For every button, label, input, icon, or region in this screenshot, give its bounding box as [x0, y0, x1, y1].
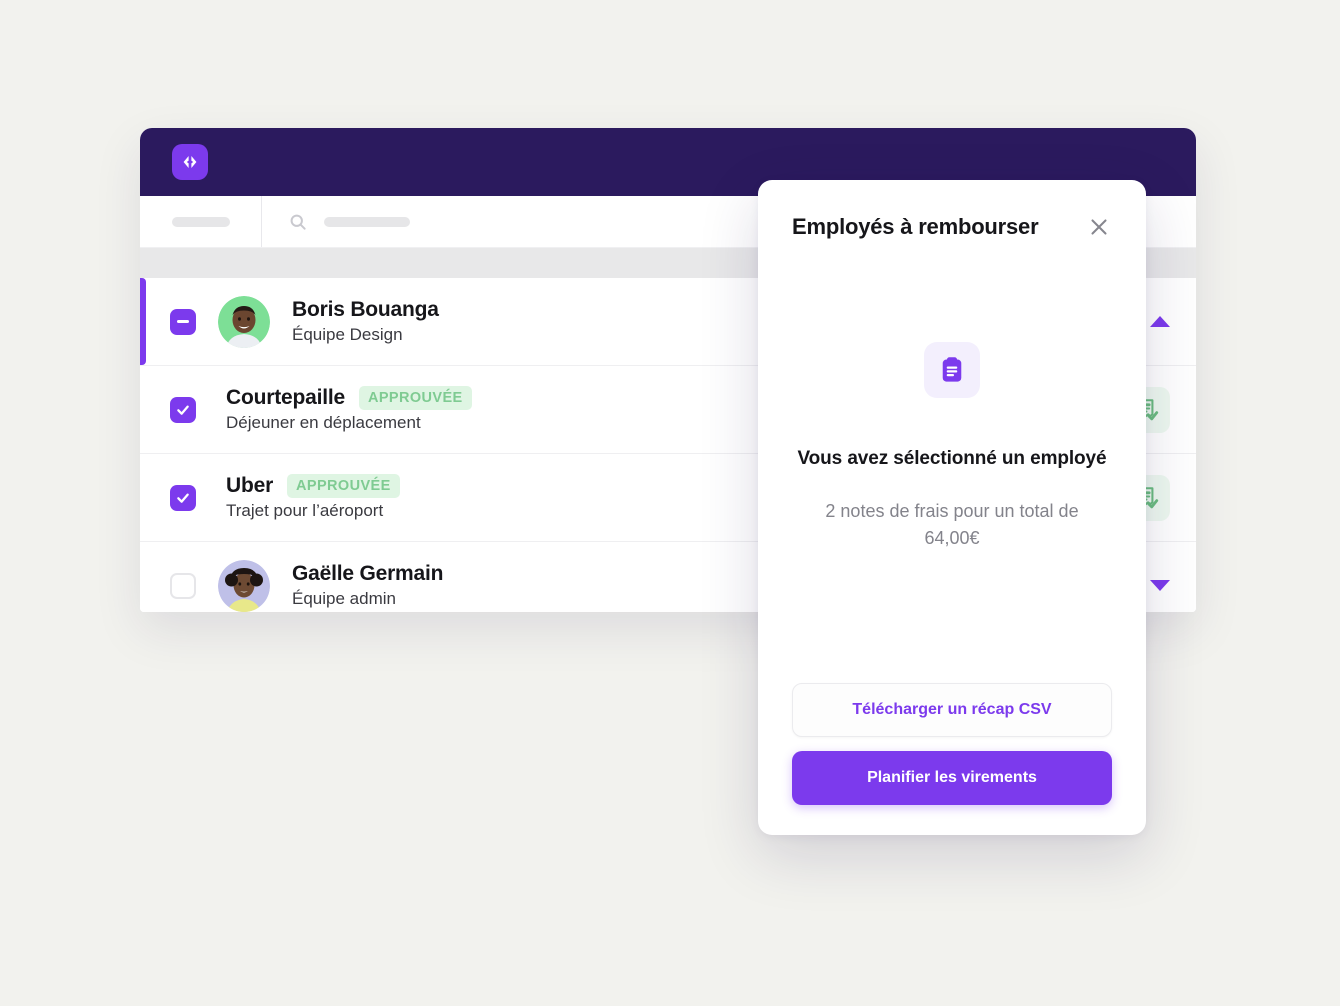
- empty-state-title: Vous avez sélectionné un employé: [797, 447, 1107, 469]
- reimbursement-panel: Employés à rembourser Vous avez sélectio…: [758, 180, 1146, 835]
- page-title: Employés à rembourser: [792, 214, 1039, 239]
- row-checkbox-gaelle[interactable]: [170, 572, 196, 599]
- avatar-boris: [218, 295, 270, 348]
- empty-state-description: 2 notes de frais pour un total de 64,00€: [825, 500, 1079, 548]
- employee-identity-gaelle: Gaëlle Germain Équipe admin: [292, 562, 443, 609]
- expense-identity-uber: Uber APPROUVÉE Trajet pour l’aéroport: [226, 474, 400, 521]
- expense-description: Déjeuner en déplacement: [226, 413, 421, 432]
- search-icon: [288, 212, 308, 232]
- row-checkbox-uber[interactable]: [170, 484, 196, 511]
- expense-merchant: Courtepaille: [226, 386, 345, 409]
- employee-name: Gaëlle Germain: [292, 562, 444, 585]
- triangle-down-icon[interactable]: [1150, 580, 1170, 591]
- employee-team: Équipe Design: [292, 325, 403, 344]
- row-checkbox-boris[interactable]: [170, 308, 196, 335]
- toolbar-placeholder-bar: [171, 216, 230, 227]
- avatar-gaelle: [218, 559, 270, 612]
- panel-empty-state: Vous avez sélectionné un employé 2 notes…: [792, 240, 1112, 683]
- expense-merchant: Uber: [226, 474, 274, 497]
- close-icon[interactable]: [1086, 214, 1112, 240]
- employee-team: Équipe admin: [292, 589, 396, 608]
- panel-header: Employés à rembourser: [792, 180, 1112, 240]
- expense-description: Trajet pour l’aéroport: [226, 501, 384, 520]
- clipboard-icon: [924, 341, 980, 398]
- employee-name: Boris Bouanga: [292, 298, 439, 321]
- status-badge: APPROUVÉE: [358, 386, 472, 410]
- schedule-transfers-button[interactable]: Planifier les virements: [792, 751, 1112, 805]
- chevron-logo-icon: [179, 151, 201, 173]
- toolbar-left-slot[interactable]: [140, 196, 262, 247]
- triangle-up-icon[interactable]: [1150, 316, 1170, 327]
- panel-actions: Télécharger un récap CSV Planifier les v…: [792, 683, 1112, 835]
- status-badge: APPROUVÉE: [287, 474, 400, 498]
- row-checkbox-courtepaille[interactable]: [170, 396, 196, 423]
- search-field[interactable]: [262, 212, 410, 232]
- app-logo[interactable]: [172, 144, 208, 180]
- employee-identity-boris: Boris Bouanga Équipe Design: [292, 298, 439, 345]
- expense-identity-courtepaille: Courtepaille APPROUVÉE Déjeuner en dépla…: [226, 386, 472, 433]
- search-placeholder-bar: [324, 216, 410, 227]
- download-csv-button[interactable]: Télécharger un récap CSV: [792, 683, 1112, 737]
